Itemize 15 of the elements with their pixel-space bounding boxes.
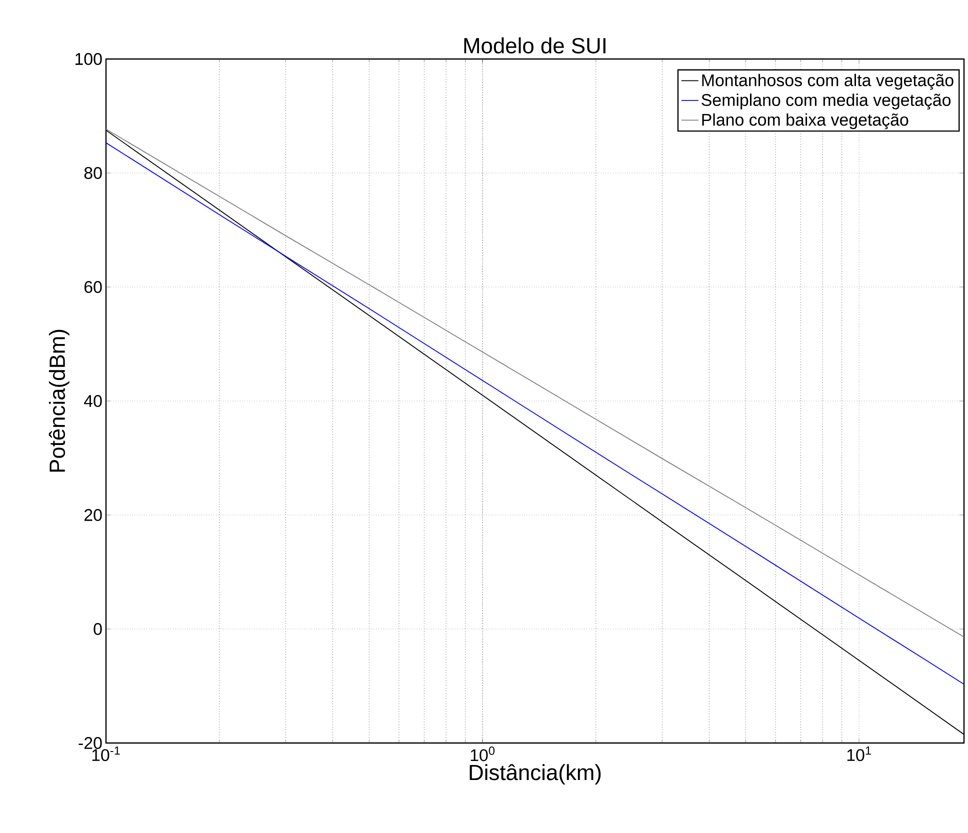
y-tick-label: 80	[84, 166, 102, 179]
legend-label: Montanhosos com alta vegetação	[702, 74, 954, 90]
y-tick-label: 100	[76, 52, 102, 65]
y-tick-label: 20	[84, 509, 102, 521]
y-tick-label: 60	[84, 280, 102, 293]
x-axis-title: Distância(km)	[470, 764, 601, 785]
x-tick-label: 10$^{1}$	[847, 746, 871, 762]
y-tick-label: 0	[94, 623, 102, 635]
y-tick-label: -20	[78, 737, 102, 749]
legend-label: Plano com baixa vegetação	[702, 113, 908, 130]
y-tick-label: 40	[84, 394, 102, 407]
y-axis-title: Potência(dBm)	[48, 330, 70, 472]
x-tick-label: 10$^{0}$	[470, 746, 495, 762]
legend-label: Semiplano com media vegetação	[702, 94, 951, 110]
chart-title: Modelo de SUI	[464, 37, 606, 54]
